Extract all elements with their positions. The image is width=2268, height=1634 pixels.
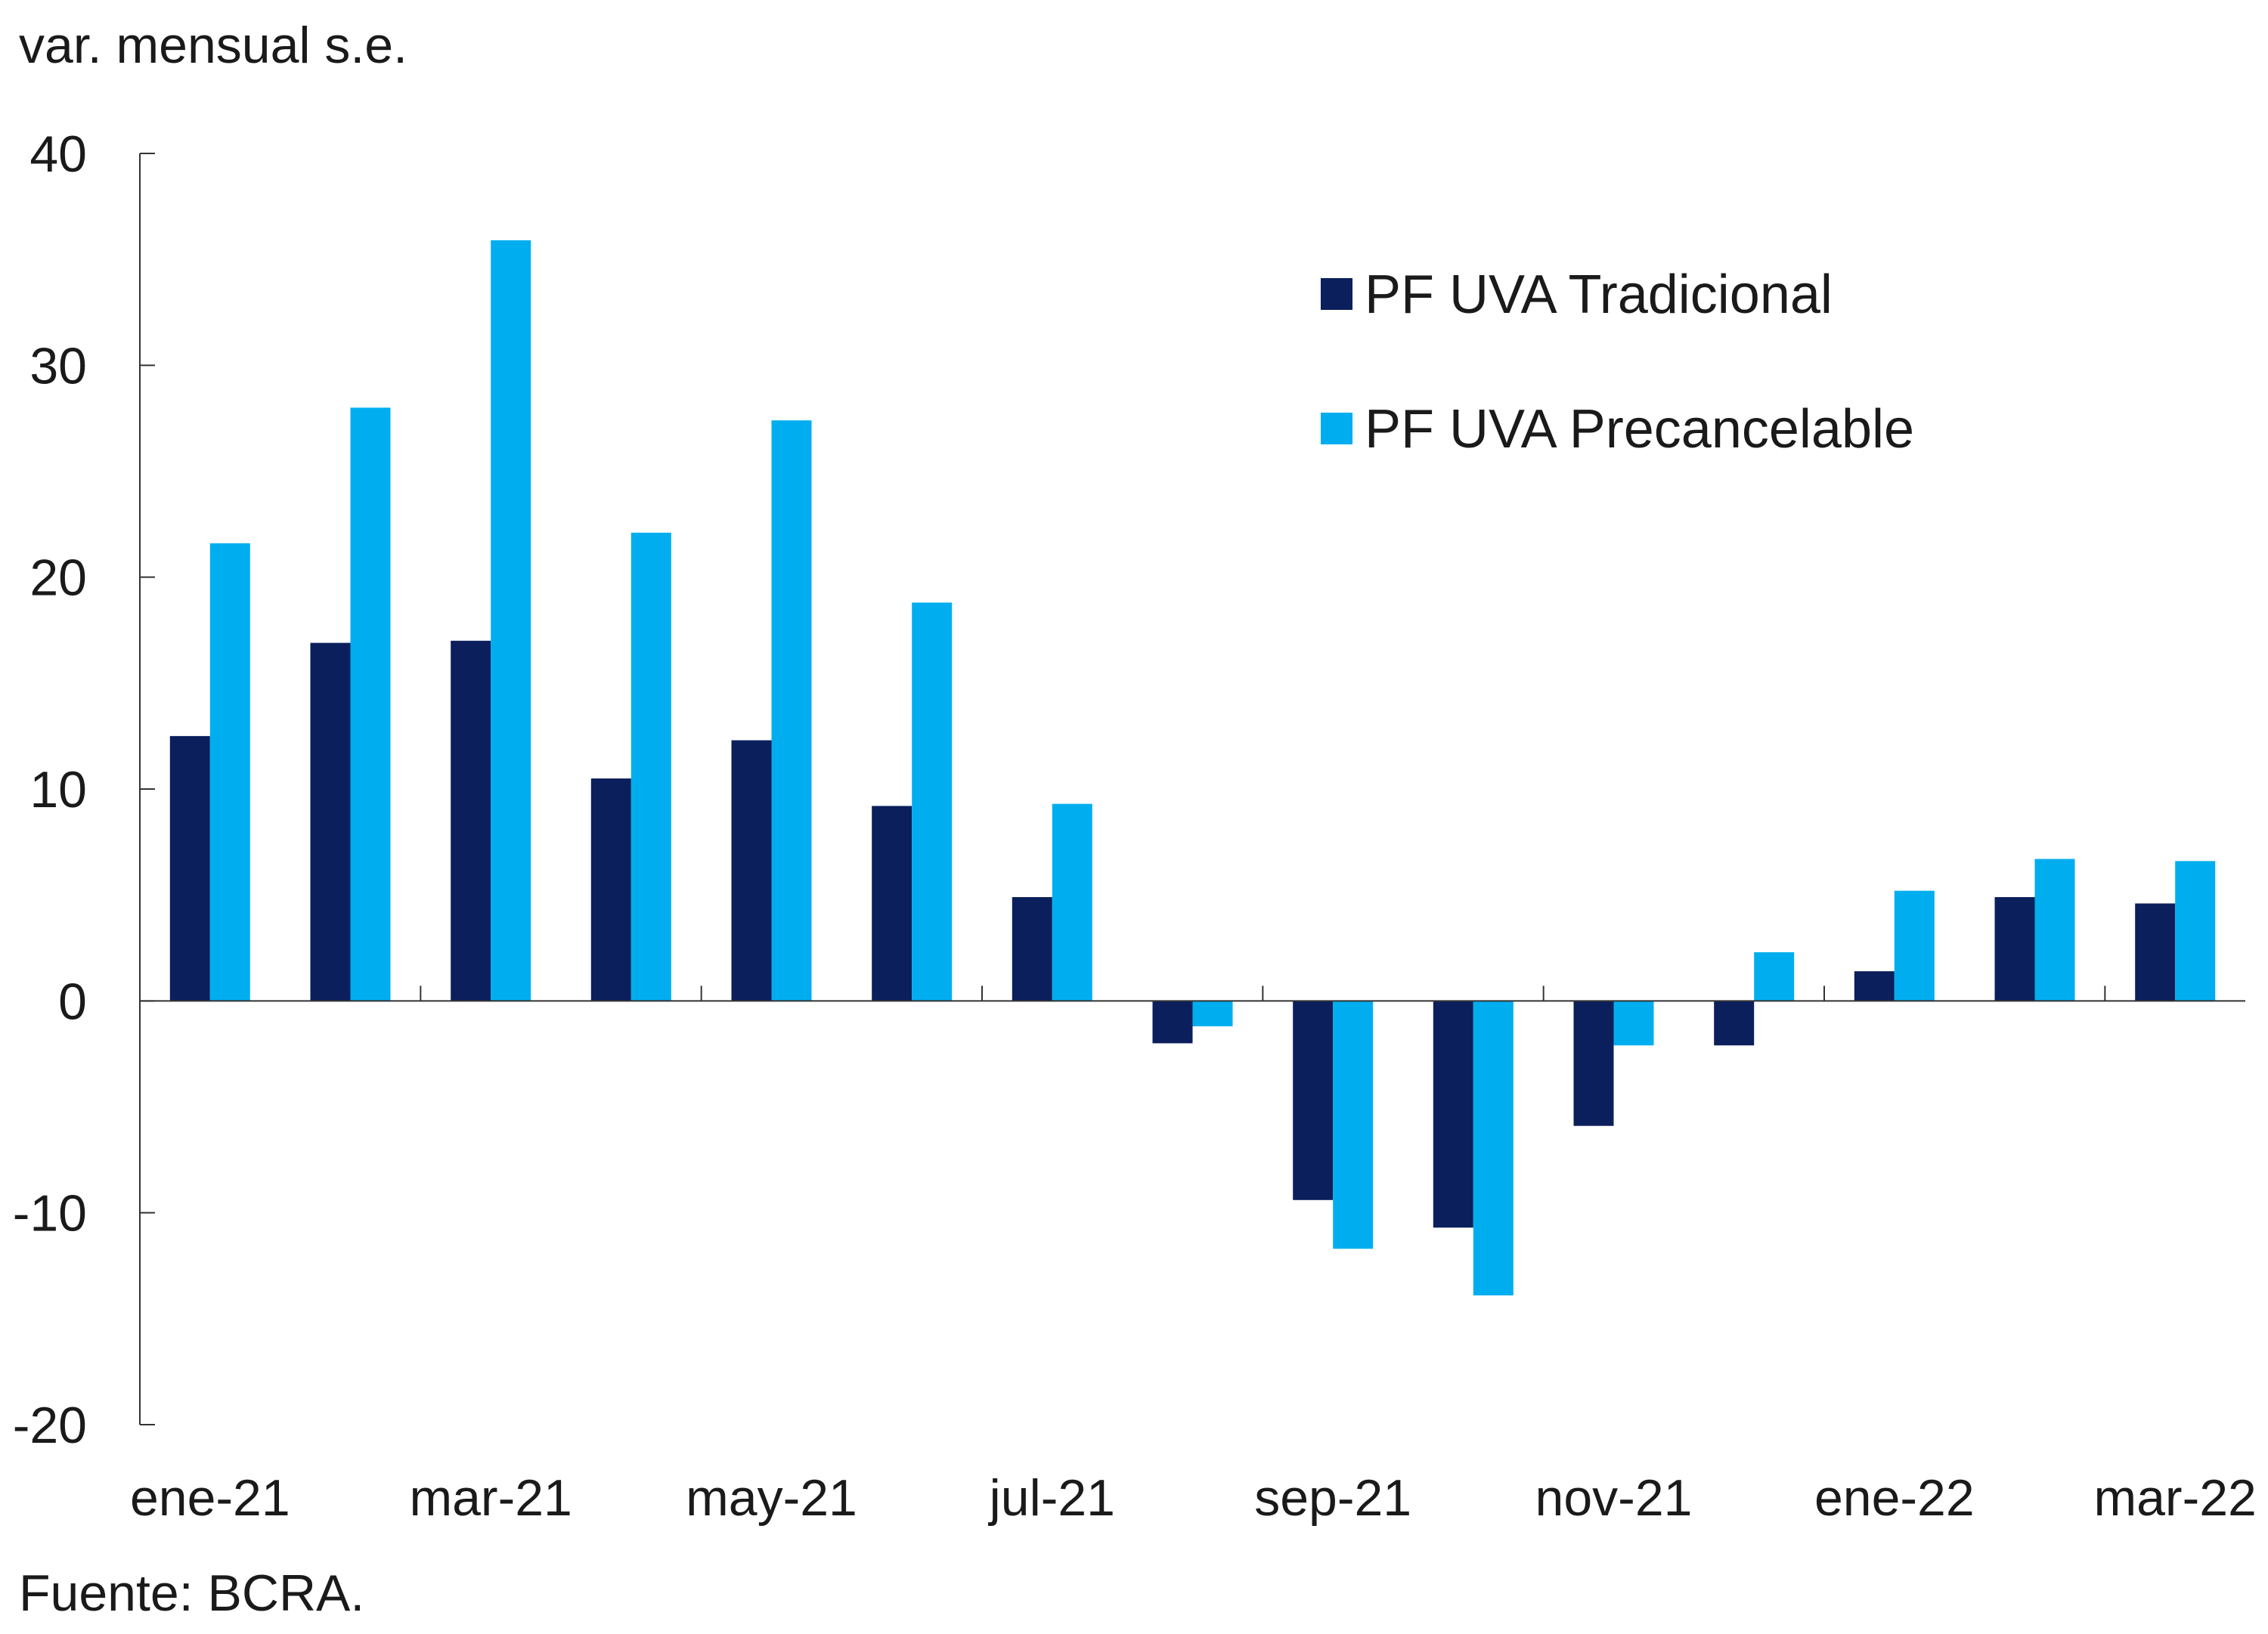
bar-precancelable-may-21 [771,420,812,1001]
bar-tradicional-feb-22 [1994,897,2035,1001]
y-tick-label: 30 [29,337,87,395]
bar-tradicional-mar-21 [451,640,491,1001]
bar-tradicional-oct-21 [1433,1001,1473,1228]
axes-group: -20 -10 0 10 20 30 40 ene-21 mar-21 may-21 jul-21 s… [13,125,2257,1527]
bar-tradicional-ago-21 [1152,1001,1193,1044]
bar-tradicional-dic-21 [1714,1001,1755,1046]
bar-tradicional-nov-21 [1573,1001,1614,1126]
bar-tradicional-feb-21 [310,642,351,1001]
bar-precancelable-mar-22 [2175,861,2216,1001]
bar-precancelable-jul-21 [1052,803,1092,1001]
y-tick-label: 10 [29,761,87,819]
y-tick-label: 40 [29,125,87,183]
x-tick-label: ene-21 [130,1469,290,1527]
x-tick-label: ene-22 [1814,1469,1975,1527]
bar-precancelable-sep-21 [1333,1001,1374,1249]
legend-label-0: PF UVA Tradicional [1365,265,1833,325]
bar-precancelable-ene-21 [209,543,250,1001]
legend-swatch-1 [1321,413,1352,444]
bar-precancelable-oct-21 [1473,1001,1514,1295]
bar-precancelable-dic-21 [1754,952,1795,1001]
bar-precancelable-feb-22 [2034,859,2075,1001]
y-tick-label: -20 [13,1397,87,1454]
bar-tradicional-sep-21 [1293,1001,1334,1200]
x-tick-label: mar-21 [409,1469,572,1527]
bar-tradicional-jul-21 [1012,897,1052,1001]
source-label: Fuente: BCRA. [19,1564,365,1622]
bar-tradicional-ene-21 [169,735,210,1001]
x-tick-label: nov-21 [1535,1469,1693,1527]
bar-precancelable-nov-21 [1613,1001,1654,1046]
x-tick-label: mar-22 [2093,1469,2256,1527]
bar-precancelable-ene-22 [1894,890,1935,1001]
x-tick-label: sep-21 [1254,1469,1411,1527]
bar-tradicional-ene-22 [1854,971,1895,1001]
bar-precancelable-abr-21 [631,532,671,1001]
bar-precancelable-mar-21 [491,240,531,1001]
y-tick-label: 0 [58,973,87,1030]
bars-group [169,240,2216,1295]
bar-tradicional-mar-22 [2135,903,2176,1001]
bar-tradicional-jun-21 [872,806,912,1001]
y-tick-label: -10 [13,1185,87,1243]
y-tick-label: 20 [29,549,87,607]
bar-tradicional-abr-21 [590,778,631,1001]
bar-precancelable-ago-21 [1192,1001,1233,1026]
legend-label-1: PF UVA Precancelable [1365,399,1914,460]
legend-swatch-0 [1321,278,1352,310]
legend: PF UVA Tradicional PF UVA Precancelable [1321,265,1914,460]
x-tick-label: may-21 [686,1469,857,1527]
bar-tradicional-may-21 [731,740,772,1001]
bar-precancelable-feb-21 [350,407,391,1001]
x-tick-label: jul-21 [988,1469,1115,1527]
bar-precancelable-jun-21 [912,602,953,1001]
unit-label: var. mensual s.e. [19,17,408,74]
